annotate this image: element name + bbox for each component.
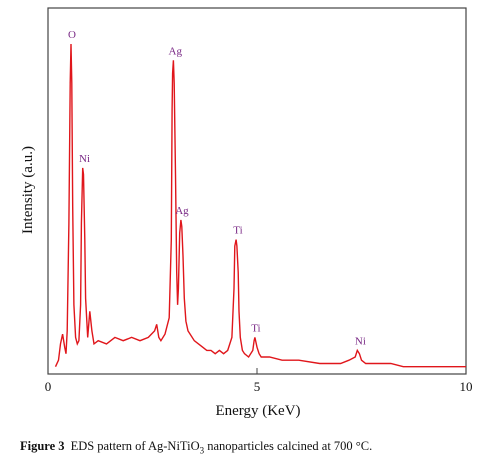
caption-subscript: 3 [199, 445, 205, 456]
x-tick-label: 10 [460, 379, 473, 394]
figure-caption: Figure 3 EDS pattern of Ag-NiTiO3 nanopar… [20, 438, 475, 459]
x-tick-label: 5 [254, 379, 261, 394]
peak-label: Ti [233, 225, 242, 237]
peak-label: Ag [175, 205, 189, 217]
x-axis-title: Energy (KeV) [215, 403, 300, 419]
x-tick-label: 0 [45, 379, 52, 394]
peak-label: Ni [79, 153, 90, 165]
caption-figure-number: Figure 3 [20, 439, 65, 453]
peak-label: Ti [251, 322, 260, 334]
caption-text: EDS pattern of Ag-NiTiO [70, 439, 200, 453]
y-axis-title: Intensity (a.u.) [20, 146, 36, 234]
peak-label: O [68, 29, 76, 41]
peak-label: Ni [355, 335, 366, 347]
caption-text-end: nanoparticles calcined at 700 °C. [204, 439, 373, 453]
spectrum-line [54, 43, 466, 368]
plot-frame [47, 7, 467, 375]
peak-label: Ag [169, 45, 183, 57]
eds-chart: 0 5 10 O Ni Ag Ag Ti Ti Ni Energy (KeV) Intensit… [20, 7, 473, 419]
